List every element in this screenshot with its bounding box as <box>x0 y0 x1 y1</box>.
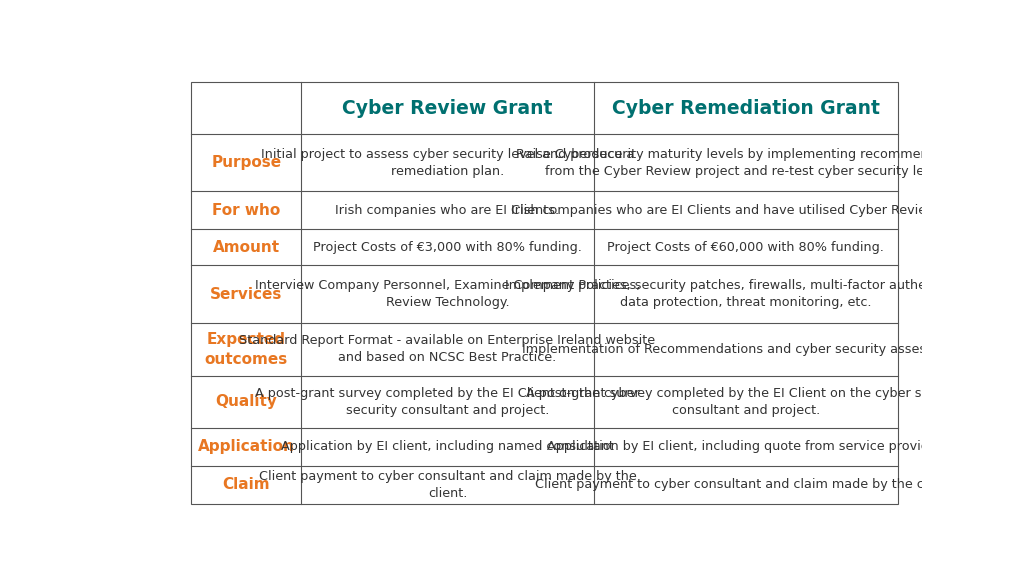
Text: Application by EI client, including named consultant: Application by EI client, including name… <box>281 440 614 453</box>
Text: Interview Company Personnel, Examine Company Practices,
Review Technology.: Interview Company Personnel, Examine Com… <box>255 279 640 309</box>
Text: Client payment to cyber consultant and claim made by the client.: Client payment to cyber consultant and c… <box>536 478 956 491</box>
Text: Client payment to cyber consultant and claim made by the
client.: Client payment to cyber consultant and c… <box>259 469 636 500</box>
Text: Expected
outcomes: Expected outcomes <box>205 332 288 367</box>
Text: Application: Application <box>198 439 295 454</box>
Text: Irish companies who are EI Clients.: Irish companies who are EI Clients. <box>336 204 559 217</box>
Text: Project Costs of €60,000 with 80% funding.: Project Costs of €60,000 with 80% fundin… <box>607 241 885 254</box>
Text: Standard Report Format - available on Enterprise Ireland website
and based on NC: Standard Report Format - available on En… <box>240 334 655 365</box>
Text: Services: Services <box>210 286 283 302</box>
Text: For who: For who <box>212 203 281 218</box>
Text: Initial project to assess cyber security level and produce a
remediation plan.: Initial project to assess cyber security… <box>261 147 634 177</box>
Text: A post-grant survey completed by the EI Client on the cyber
security consultant : A post-grant survey completed by the EI … <box>255 386 640 417</box>
Text: Implement policies, security patches, firewalls, multi-factor authentication,
da: Implement policies, security patches, fi… <box>505 279 987 309</box>
Bar <box>191 82 898 504</box>
Text: A post-grant survey completed by the EI Client on the cyber security
consultant : A post-grant survey completed by the EI … <box>526 386 966 417</box>
Text: Implementation of Recommendations and cyber security assessment.: Implementation of Recommendations and cy… <box>522 343 970 356</box>
Text: Quality: Quality <box>215 394 278 410</box>
Text: Cyber Review Grant: Cyber Review Grant <box>342 98 553 118</box>
Text: Project Costs of €3,000 with 80% funding.: Project Costs of €3,000 with 80% funding… <box>313 241 582 254</box>
Text: Irish companies who are EI Clients and have utilised Cyber Review Grant.: Irish companies who are EI Clients and h… <box>511 204 981 217</box>
Text: Claim: Claim <box>222 477 270 492</box>
Text: Amount: Amount <box>213 240 280 255</box>
Text: Application by EI client, including quote from service provider.: Application by EI client, including quot… <box>547 440 945 453</box>
Text: Cyber Remediation Grant: Cyber Remediation Grant <box>612 98 880 118</box>
Text: Raise Cybersecurity maturity levels by implementing recommendations
from the Cyb: Raise Cybersecurity maturity levels by i… <box>516 147 976 177</box>
Text: Purpose: Purpose <box>211 155 282 170</box>
